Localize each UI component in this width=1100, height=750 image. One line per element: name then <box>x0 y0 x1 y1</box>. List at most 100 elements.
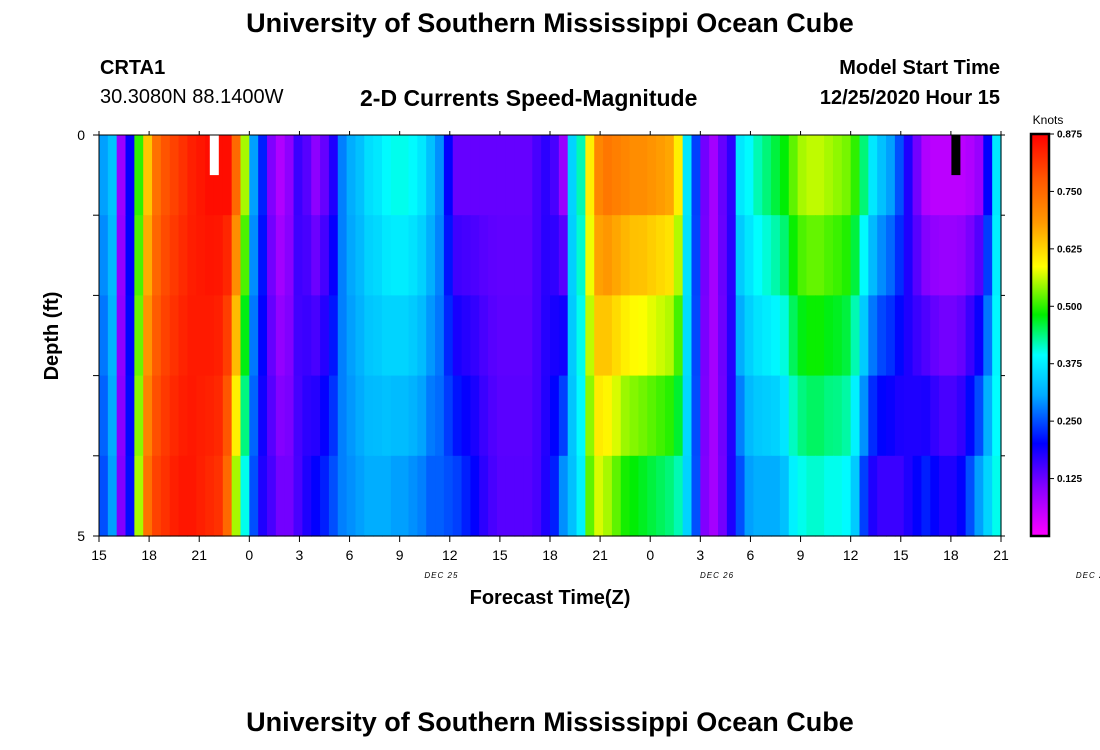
heatmap-cell <box>832 375 843 457</box>
heatmap-cell <box>850 455 861 537</box>
heatmap-cell <box>275 135 286 216</box>
heatmap-cell <box>107 375 118 457</box>
heatmap-cell <box>815 295 825 377</box>
heatmap-cell <box>196 215 206 296</box>
heatmap-cell <box>426 375 436 457</box>
heatmap-cell <box>373 375 383 457</box>
heatmap-cell <box>178 215 189 296</box>
heatmap-cell <box>169 295 180 377</box>
heatmap-cell <box>399 215 410 296</box>
x-tick-label: 0 <box>245 547 253 563</box>
heatmap-cell <box>868 215 878 296</box>
heatmap-cell <box>682 295 693 377</box>
heatmap-cell <box>638 215 648 296</box>
heatmap-cell <box>965 375 976 457</box>
heatmap-cell <box>222 375 233 457</box>
heatmap-cell <box>930 295 940 377</box>
heatmap-cell <box>806 455 816 537</box>
heatmap-cell <box>222 135 233 216</box>
heatmap-cell <box>930 375 940 457</box>
y-axis: 05 <box>77 127 1005 544</box>
heatmap-cell <box>125 215 135 296</box>
heatmap-cell <box>346 295 357 377</box>
heatmap-cell <box>939 375 949 457</box>
heatmap-cell <box>452 295 463 377</box>
heatmap-cell <box>567 295 578 377</box>
heatmap-cell <box>664 215 675 296</box>
heatmap-cell <box>470 455 480 537</box>
heatmap-cell <box>921 295 931 377</box>
colorbar-tick-label: 0.500 <box>1057 302 1082 313</box>
station-id: CRTA1 <box>100 57 166 79</box>
heatmap-cell <box>558 135 569 216</box>
heatmap-cell <box>744 135 754 216</box>
heatmap-cell <box>152 455 162 537</box>
colorbar-tick-label: 0.250 <box>1057 417 1082 428</box>
heatmap-cell <box>921 375 931 457</box>
heatmap-cell <box>205 215 215 296</box>
heatmap-cell <box>302 295 312 377</box>
heatmap-cell <box>373 215 383 296</box>
heatmap-cell <box>267 215 277 296</box>
heatmap-cell <box>779 215 790 296</box>
heatmap-cell <box>903 295 914 377</box>
heatmap-cell <box>894 135 905 216</box>
heatmap-cell <box>956 215 967 296</box>
heatmap-cell <box>603 455 613 537</box>
heatmap-cell <box>461 215 472 296</box>
heatmap-cell <box>992 455 1002 537</box>
heatmap-cell <box>859 295 869 377</box>
heatmap-cell <box>771 215 781 296</box>
heatmap-cell <box>399 455 410 537</box>
heatmap-cell <box>284 455 295 537</box>
heatmap-cell <box>753 375 763 457</box>
heatmap-cell <box>558 215 569 296</box>
x-tick-label: 12 <box>442 547 458 563</box>
heatmap-cell <box>815 215 825 296</box>
heatmap-cell <box>417 375 427 457</box>
heatmap-cell <box>213 375 224 457</box>
heatmap-cell <box>965 455 976 537</box>
heatmap-cell <box>390 375 401 457</box>
heatmap-cell <box>107 295 118 377</box>
heatmap-cell <box>505 135 516 216</box>
heatmap-cell <box>196 455 206 537</box>
heatmap-cell <box>311 455 321 537</box>
heatmap-cell <box>452 375 463 457</box>
x-tick-label: 18 <box>542 547 558 563</box>
x-tick-label: 9 <box>797 547 805 563</box>
heatmap-cell <box>523 135 533 216</box>
heatmap-cell <box>779 455 790 537</box>
heatmap-cell <box>700 295 710 377</box>
heatmap-cell <box>258 455 268 537</box>
heatmap-cell <box>947 295 958 377</box>
x-tick-label: 0 <box>646 547 654 563</box>
heatmap-cell <box>550 375 560 457</box>
colorbar: Knots 0.875 0.750 0.625 0.500 0.375 0.250 0.12… <box>1029 113 1082 538</box>
heatmap-cell <box>947 375 958 457</box>
heatmap-cell <box>541 375 551 457</box>
heatmap-cell <box>815 375 825 457</box>
heatmap-cell <box>346 135 357 216</box>
heatmap-cell <box>240 455 250 537</box>
date-label: DEC 26 <box>700 571 734 580</box>
x-tick-label: 6 <box>346 547 354 563</box>
heatmap-cell <box>691 215 701 296</box>
heatmap-cell <box>364 375 374 457</box>
heatmap-cell <box>479 135 489 216</box>
heatmap-cell <box>930 455 940 537</box>
heatmap-cell <box>178 135 189 216</box>
heatmap-cell <box>576 215 586 296</box>
heatmap-cell <box>983 375 993 457</box>
colorbar-tick-label: 0.750 <box>1057 187 1082 198</box>
heatmap-cell <box>152 135 162 216</box>
heatmap-cell <box>125 295 135 377</box>
heatmap-cell <box>726 215 737 296</box>
heatmap-cell <box>594 295 604 377</box>
heatmap-cell <box>850 295 861 377</box>
heatmap-cell <box>293 375 303 457</box>
heatmap-cell <box>974 135 984 216</box>
heatmap-cell <box>99 135 109 216</box>
heatmap-cell <box>328 455 339 537</box>
